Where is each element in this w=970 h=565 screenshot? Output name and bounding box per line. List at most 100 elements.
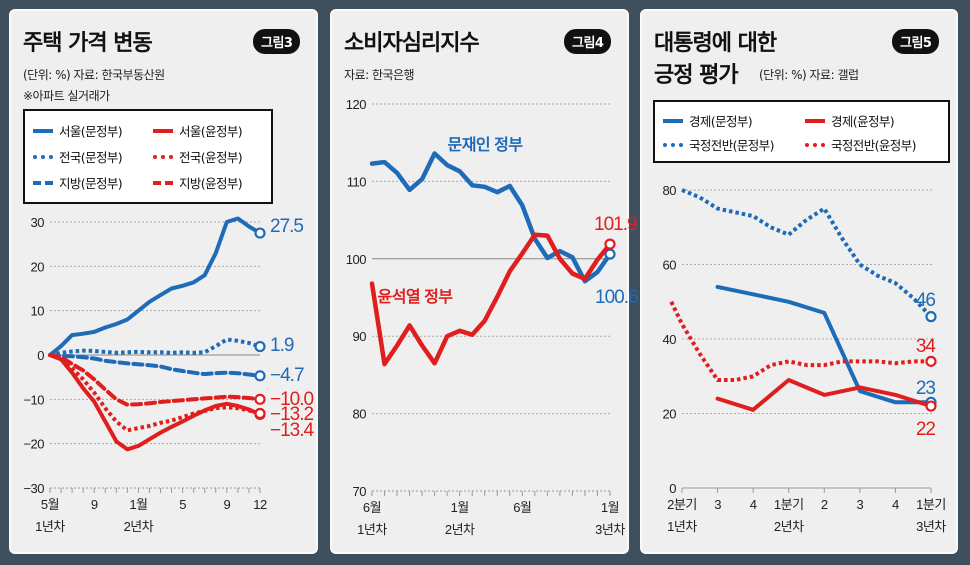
x-tick-label: 5 [179, 497, 186, 512]
panel-title: 주택 가격 변동 [23, 31, 153, 56]
figure-badge: 그림4 [564, 29, 612, 54]
x-tick-label: 9 [91, 497, 98, 512]
y-tick-label: 30 [31, 215, 45, 230]
series-line-서울(윤정부) [48, 353, 262, 452]
legend-label: 서울(윤정부) [179, 124, 243, 139]
series-end-label: 34 [916, 336, 937, 357]
legend-item: 전국(윤정부) [153, 147, 243, 166]
panel-note: ※아파트 실거래가 [23, 89, 110, 103]
y-tick-label: 70 [353, 484, 367, 499]
legend-item: 경제(윤정부) [805, 111, 895, 130]
panel-subtitle: (단위: %) 자료: 한국부동산원 [23, 68, 165, 82]
legend-dotted-blue-swatch [663, 142, 683, 147]
panel-consumer-sentiment: 소비자심리지수 그림4 자료: 한국은행 [330, 9, 629, 554]
y-tick-label: −30 [23, 481, 44, 496]
legend-dashed-blue-swatch [33, 180, 53, 185]
annotation-yoon-govt: 윤석열 정부 [377, 288, 453, 306]
series-line-지방(문정부) [48, 353, 262, 378]
x-tick-label: 6월 [363, 500, 381, 515]
legend-item: 서울(윤정부) [153, 121, 243, 140]
series-end-label: −13.2 [270, 404, 314, 425]
series-line-전국(윤정부) [49, 353, 261, 433]
x-tick-label: 2 [821, 497, 828, 512]
x-tick-sublabel: 3년차 [595, 522, 625, 537]
end-marker [925, 355, 937, 367]
x-tick-label: 1월 [601, 500, 619, 515]
panel-subtitle: 자료: 한국은행 [344, 68, 415, 82]
end-marker [254, 393, 266, 405]
legend-solid-red-swatch [805, 118, 825, 123]
x-tick-sublabel: 3년차 [916, 519, 946, 534]
y-tick-label: 10 [31, 304, 45, 319]
y-tick-label: 100 [346, 252, 366, 267]
panel-subtitle: (단위: %) 자료: 갤럽 [759, 68, 859, 82]
panel-approval-rating: 대통령에 대한 긍정 평가 (단위: %) 자료: 갤럽 그림5 경제(문정부)… [640, 9, 958, 554]
x-tick-label: 1월 [451, 500, 469, 515]
series-line-국정전반(문정부) [681, 188, 933, 318]
x-tick-sublabel: 2년차 [774, 519, 804, 534]
series-end-label: 1.9 [270, 335, 294, 356]
legend-item: 국정전반(윤정부) [805, 135, 916, 154]
series-end-label: 100.6 [595, 287, 638, 308]
series-end-label: 27.5 [270, 216, 303, 237]
legend-label: 전국(문정부) [59, 150, 123, 165]
x-tick-sublabel: 2년차 [445, 522, 475, 537]
x-tick-sublabel: 2년차 [124, 519, 154, 534]
figure-badge: 그림3 [253, 29, 301, 54]
end-marker [254, 340, 266, 353]
series-line-국정전반(윤정부) [669, 300, 931, 382]
panel-title-line2: 긍정 평가 [654, 63, 739, 88]
series-end-label: 23 [916, 378, 936, 399]
x-tick-label: 4 [750, 497, 757, 512]
x-tick-sublabel: 1년차 [35, 519, 65, 534]
end-marker [254, 370, 266, 382]
legend-label: 경제(윤정부) [831, 114, 895, 129]
series-line-경제(윤정부) [715, 378, 933, 412]
x-tick-label: 1월 [129, 497, 147, 512]
series-line-서울(문정부) [48, 216, 262, 357]
chart-legend: 서울(문정부) 서울(윤정부) 전국(문정부) 전국(윤정부) 지방(문정부) … [23, 109, 273, 204]
legend-label: 전국(윤정부) [179, 150, 243, 165]
x-tick-label: 12 [253, 497, 267, 512]
series-line-지방(윤정부) [48, 353, 262, 407]
legend-solid-blue-swatch [33, 128, 53, 133]
y-tick-label: 80 [663, 183, 677, 198]
end-marker [254, 227, 266, 239]
y-tick-label: 60 [663, 258, 677, 273]
series-line-윤석열 정부 [369, 232, 613, 367]
end-marker [925, 311, 937, 323]
legend-item: 서울(문정부) [33, 121, 123, 140]
y-tick-label: 110 [347, 174, 366, 189]
legend-solid-red-swatch [153, 128, 173, 133]
legend-label: 지방(문정부) [59, 176, 123, 191]
x-tick-label: 2분기 [667, 497, 697, 512]
legend-solid-blue-swatch [663, 118, 683, 123]
y-tick-label: 120 [346, 97, 366, 112]
legend-dashed-red-swatch [153, 180, 173, 185]
x-tick-sublabel: 1년차 [357, 522, 387, 537]
end-marker [925, 400, 937, 412]
series-end-label: 46 [916, 290, 936, 311]
legend-item: 지방(윤정부) [153, 173, 243, 192]
legend-dotted-blue-swatch [33, 154, 53, 159]
y-tick-label: −20 [23, 437, 44, 452]
legend-dotted-red-swatch [805, 142, 825, 147]
x-tick-label: 6월 [513, 500, 531, 515]
y-tick-label: −10 [23, 392, 44, 407]
x-tick-label: 3 [714, 497, 721, 512]
panel-housing-price: 주택 가격 변동 그림3 (단위: %) 자료: 한국부동산원 ※아파트 실거래… [9, 9, 318, 554]
x-tick-label: 9 [223, 497, 230, 512]
x-tick-sublabel: 1년차 [667, 519, 697, 534]
legend-dotted-red-swatch [153, 154, 173, 159]
y-tick-label: 90 [353, 329, 367, 344]
series-end-label: −13.4 [270, 420, 315, 441]
annotation-moon-govt: 문재인 정부 [447, 136, 523, 154]
legend-label: 서울(문정부) [59, 124, 123, 139]
series-end-label: −10.0 [270, 389, 314, 410]
y-tick-label: 20 [663, 407, 677, 422]
x-tick-label: 3 [856, 497, 863, 512]
y-tick-label: 80 [353, 407, 367, 422]
x-tick-label: 1분기 [916, 497, 946, 512]
x-tick-label: 5월 [41, 497, 59, 512]
